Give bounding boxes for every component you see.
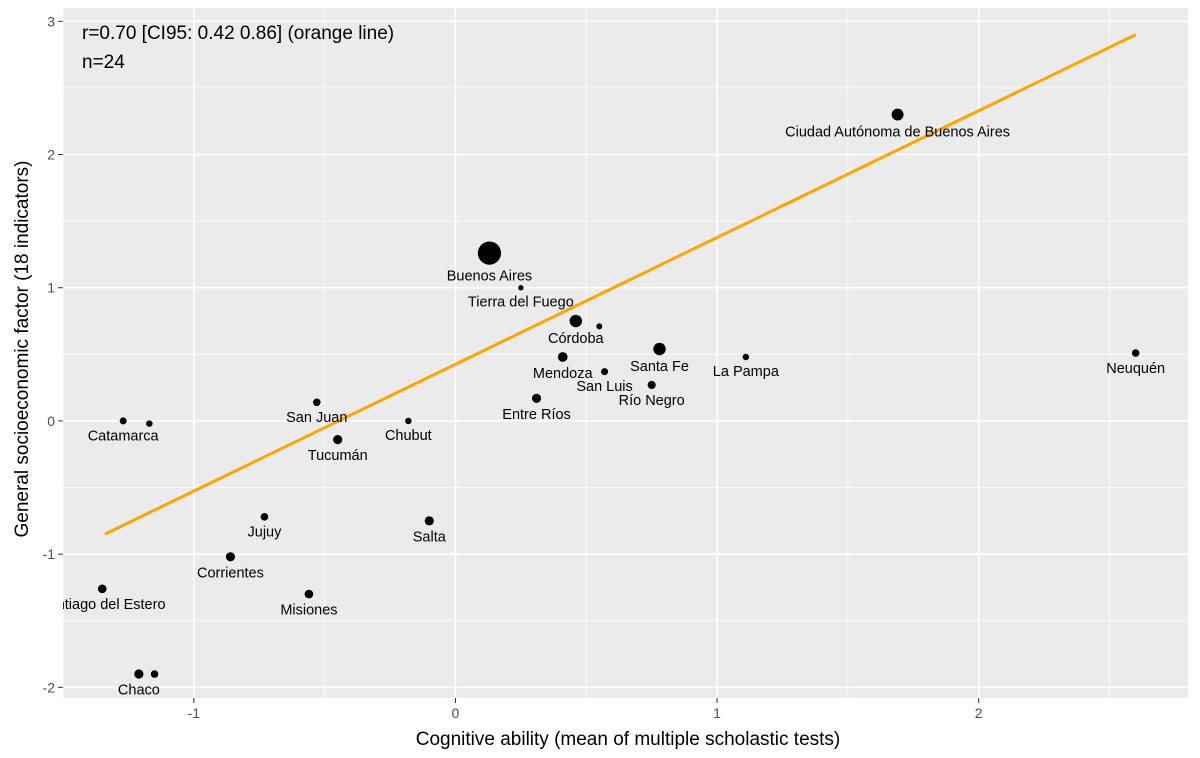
point-label: Jujuy: [248, 525, 283, 541]
point-label: San Juan: [286, 410, 347, 426]
regression-line: [104, 33, 1137, 536]
data-point: [225, 552, 236, 562]
point-label: Salta: [413, 529, 447, 545]
plot-panel: [63, 8, 1188, 698]
data-point: [518, 285, 524, 291]
major-gridlines: [63, 8, 1188, 698]
data-point: [150, 670, 159, 678]
point-label: Misiones: [280, 602, 337, 618]
y-tick-label: -1: [43, 546, 56, 562]
fit-line-layer: [104, 33, 1137, 536]
point-label: Tierra del Fuego: [468, 294, 574, 310]
x-tick-label: 2: [975, 705, 983, 721]
data-point: [596, 323, 603, 330]
point-label: Chaco: [118, 683, 160, 699]
point-label: Córdoba: [548, 331, 605, 347]
data-point: [97, 584, 107, 594]
data-point: [742, 353, 750, 361]
point-label: Ciudad Autónoma de Buenos Aires: [785, 125, 1010, 141]
point-label: Buenos Aires: [447, 269, 532, 285]
point-label: Corrientes: [197, 565, 264, 581]
x-tick-label: -1: [188, 705, 201, 721]
data-point: [1131, 349, 1140, 357]
data-point: [119, 417, 127, 425]
data-point: [557, 352, 568, 362]
point-label: Santiago del Estero: [39, 597, 166, 613]
y-tick-label: 0: [47, 413, 55, 429]
data-point: [304, 589, 314, 599]
data-point: [424, 516, 434, 526]
y-tick-label: 3: [47, 13, 55, 29]
point-label: Entre Ríos: [502, 407, 571, 423]
data-point: [146, 420, 153, 427]
x-tick-label: 1: [713, 705, 721, 721]
point-label: Tucumán: [308, 448, 368, 464]
data-point: [891, 108, 904, 121]
minor-gridlines: [62, 8, 1188, 698]
points-layer: [97, 108, 1140, 679]
data-point: [134, 669, 144, 679]
data-point: [333, 434, 343, 445]
annotation-correlation: r=0.70 [CI95: 0.42 0.86] (orange line): [82, 23, 394, 44]
data-point: [647, 380, 656, 390]
y-tick-label: 1: [47, 280, 55, 296]
point-label: La Pampa: [713, 364, 780, 380]
y-tick-label: -2: [43, 679, 56, 695]
point-labels-layer: Ciudad Autónoma de Buenos Aires Buenos Ai…: [39, 125, 1165, 699]
point-label: Catamarca: [88, 428, 160, 444]
data-point: [601, 368, 609, 376]
axes: -1 0 1 2 -2 -1 0 1 2 3: [43, 13, 983, 721]
annotation-n: n=24: [82, 52, 125, 73]
point-label: Chubut: [385, 428, 432, 444]
point-label: Río Negro: [619, 393, 685, 409]
data-point: [653, 342, 666, 356]
point-label: Mendoza: [533, 366, 594, 382]
x-tick-label: 0: [452, 705, 460, 721]
y-axis-title: General socioeconomic factor (18 indicat…: [12, 160, 33, 537]
data-point: [531, 393, 542, 403]
x-axis-title: Cognitive ability (mean of multiple scho…: [416, 729, 841, 750]
point-label: Neuquén: [1106, 361, 1165, 377]
point-label: Santa Fe: [630, 359, 689, 375]
data-point: [569, 314, 583, 328]
y-tick-label: 2: [47, 147, 55, 163]
data-point: [405, 417, 412, 425]
data-point: [477, 241, 502, 265]
point-label: San Luis: [576, 379, 632, 395]
data-point: [260, 513, 269, 521]
data-point: [312, 398, 321, 407]
